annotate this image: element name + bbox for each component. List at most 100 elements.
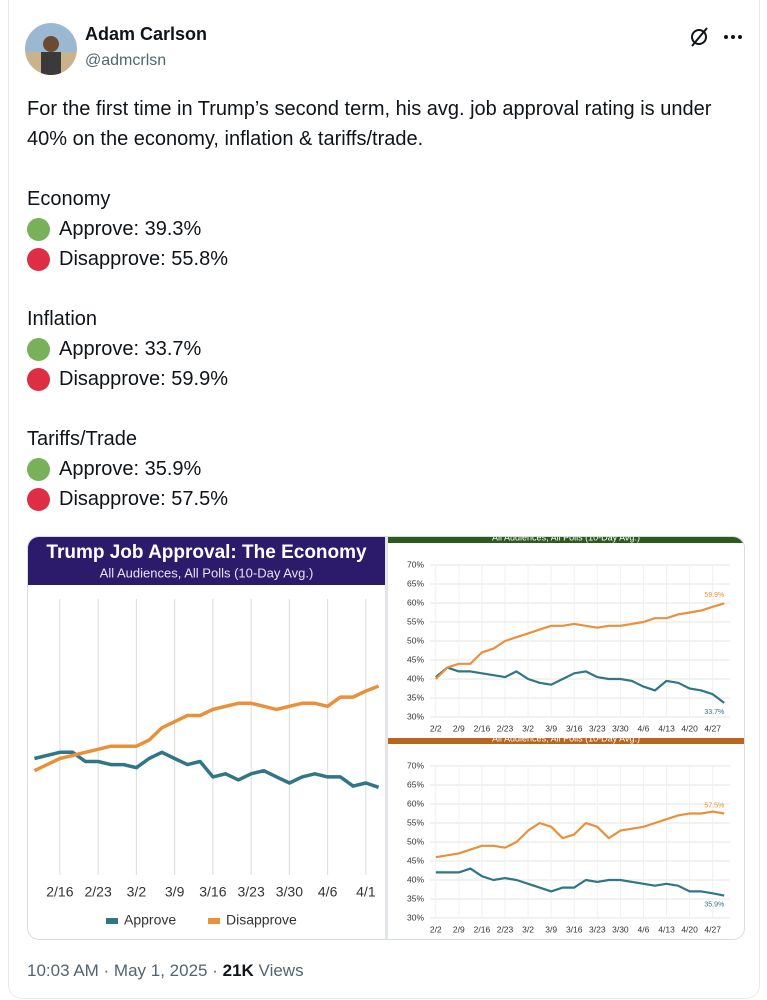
rating-text: Approve: 35.9% <box>59 458 202 480</box>
value-label: 33.7% <box>704 709 724 716</box>
views-count: 21K <box>222 961 254 980</box>
series-line <box>435 602 725 680</box>
rating-row: Approve: 33.7% <box>27 334 747 364</box>
value-label: 35.9% <box>704 901 724 908</box>
x-tick-label: 2/9 <box>453 723 465 733</box>
y-tick-label: 70% <box>407 760 424 770</box>
x-tick-label: 2/2 <box>430 723 442 733</box>
x-tick-label: 3/2 <box>522 924 534 934</box>
chart: Trump Job Approval: The Economy All Audie… <box>28 537 385 928</box>
y-tick-label: 45% <box>407 654 424 664</box>
y-tick-label: 70% <box>407 559 424 569</box>
x-tick-label: 2/23 <box>85 884 112 900</box>
x-tick-label: 4/13 <box>658 924 675 934</box>
emoji-circle <box>27 487 50 511</box>
legend-swatch <box>106 918 118 924</box>
rating-text: Disapprove: 57.5% <box>59 488 228 510</box>
x-tick-label: 4/27 <box>704 723 721 733</box>
chart-title: Trump Job Approval: The Economy <box>46 542 367 563</box>
rating-row: Disapprove: 59.9% <box>27 364 747 394</box>
chart-subtitle: All Audiences, All Polls (10-Day Avg.) <box>492 537 640 542</box>
x-tick-label: 4/27 <box>704 924 721 934</box>
chart: All Audiences, All Polls (10-Day Avg.) 30… <box>388 537 744 733</box>
x-tick-label: 3/2 <box>522 723 534 733</box>
y-tick-label: 65% <box>407 779 424 789</box>
avatar[interactable] <box>24 22 78 76</box>
emoji-circle <box>27 217 50 241</box>
section-title: Economy <box>27 188 111 210</box>
x-tick-label: 3/30 <box>612 924 629 934</box>
x-tick-label: 3/16 <box>199 884 226 900</box>
rating-text: Disapprove: 59.9% <box>59 368 228 390</box>
tweet-body: For the first time in Trump’s second ter… <box>27 94 747 514</box>
y-tick-label: 55% <box>407 817 424 827</box>
rating-text: Approve: 39.3% <box>59 218 202 240</box>
value-label: 57.5% <box>704 802 724 809</box>
divider <box>385 537 388 939</box>
y-tick-label: 50% <box>407 635 424 645</box>
legend-swatch <box>208 918 220 924</box>
y-tick-label: 40% <box>407 673 424 683</box>
series-line <box>435 666 725 704</box>
x-tick-label: 2/16 <box>46 884 73 900</box>
y-tick-label: 40% <box>407 874 424 884</box>
x-tick-label: 2/9 <box>453 924 465 934</box>
rating-row: Disapprove: 57.5% <box>27 484 747 514</box>
chart-subtitle: All Audiences, All Polls (10-Day Avg.) <box>492 738 640 743</box>
tweet-text: For the first time in Trump’s second ter… <box>27 98 712 150</box>
x-tick-label: 4/6 <box>638 723 650 733</box>
rating-text: Approve: 33.7% <box>59 338 202 360</box>
x-tick-label: 3/23 <box>238 884 265 900</box>
x-tick-label: 3/9 <box>165 884 185 900</box>
y-tick-label: 30% <box>407 711 424 721</box>
timestamp-line: 10:03 AM · May 1, 2025 · 21K Views <box>27 961 304 980</box>
x-tick-label: 4/6 <box>638 924 650 934</box>
x-tick-label: 4/13 <box>658 723 675 733</box>
x-tick-label: 3/9 <box>545 924 557 934</box>
series-line <box>435 810 725 859</box>
x-tick-label: 4/20 <box>681 723 698 733</box>
y-tick-label: 30% <box>407 912 424 922</box>
x-tick-label: 2/2 <box>430 924 442 934</box>
tweet-card <box>8 0 760 999</box>
x-tick-label: 3/16 <box>566 723 583 733</box>
series-line <box>435 867 725 897</box>
series-line <box>33 750 380 789</box>
header-strip <box>388 537 744 543</box>
x-tick-label: 3/9 <box>545 723 557 733</box>
y-tick-label: 60% <box>407 798 424 808</box>
x-tick-label: 3/30 <box>276 884 303 900</box>
views-label: Views <box>258 961 304 980</box>
series-line <box>33 684 380 773</box>
timestamp[interactable]: 10:03 AM · May 1, 2025 <box>27 961 208 980</box>
rating-row: Disapprove: 55.8% <box>27 244 747 274</box>
x-tick-label: 3/2 <box>127 884 147 900</box>
y-tick-label: 60% <box>407 597 424 607</box>
x-tick-label: 4/20 <box>681 924 698 934</box>
y-tick-label: 65% <box>407 578 424 588</box>
header-strip <box>388 738 744 744</box>
x-tick-label: 4/6 <box>318 884 338 900</box>
x-tick-label: 2/23 <box>497 924 514 934</box>
rating-row: Approve: 39.3% <box>27 214 747 244</box>
author-handle[interactable]: @admcrlsn <box>85 52 167 69</box>
rating-text: Disapprove: 55.8% <box>59 248 228 270</box>
x-tick-label: 2/23 <box>497 723 514 733</box>
section-title: Inflation <box>27 308 98 330</box>
emoji-circle <box>27 247 50 271</box>
section: Inflation Approve: 33.7% Disapprove: 59.9% <box>27 304 747 394</box>
value-label: 59.9% <box>704 592 724 599</box>
author-name[interactable]: Adam Carlson <box>85 24 208 44</box>
emoji-circle <box>27 367 50 391</box>
y-tick-label: 35% <box>407 893 424 903</box>
tweet-actions[interactable] <box>682 22 752 52</box>
chart-subtitle: All Audiences, All Polls (10-Day Avg.) <box>100 565 314 580</box>
legend-label: Disapprove <box>226 912 297 928</box>
chart-images[interactable]: Trump Job Approval: The Economy All Audie… <box>27 536 745 940</box>
y-tick-label: 35% <box>407 692 424 702</box>
x-tick-label: 2/16 <box>474 924 491 934</box>
sections: Economy Approve: 39.3% Disapprove: 55.8% In… <box>27 184 747 514</box>
emoji-circle <box>27 337 50 361</box>
y-tick-label: 55% <box>407 616 424 626</box>
